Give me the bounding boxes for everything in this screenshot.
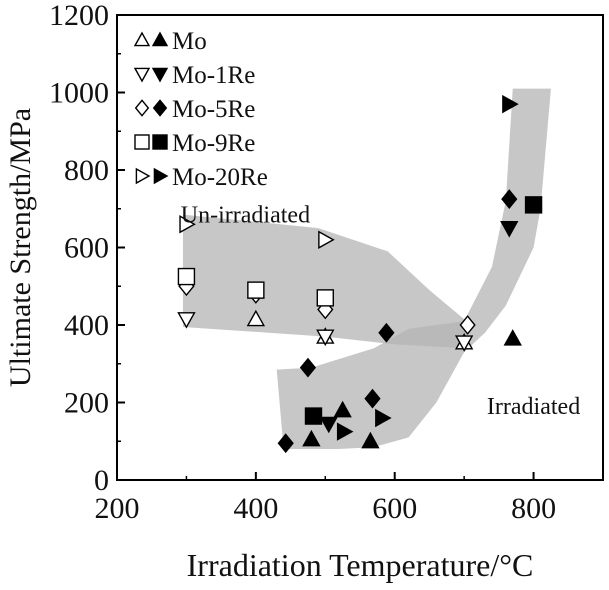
mo-9re-un-irradiated-point	[177, 267, 196, 286]
mo-5re-un-irradiated-point	[459, 315, 476, 335]
mo-20re-irradiated-point	[336, 422, 354, 441]
x-tick-label: 600	[372, 492, 417, 525]
legend-mo-1re-label: Mo-1Re	[172, 62, 255, 89]
legend-mo-label: Mo	[172, 28, 207, 55]
legend: Mo Mo-1Re Mo-5Re Mo-9Re Mo-20Re	[133, 28, 268, 191]
legend-mo-20re-filled-marker	[153, 167, 169, 185]
x-axis-label: Irradiation Temperature/°C	[187, 547, 534, 583]
mo-un-irradiated-point	[246, 309, 266, 327]
axis-ticks	[116, 14, 535, 481]
mo-1re-un-irradiated-point	[454, 335, 474, 352]
mo-20re-un-irradiated-point	[318, 230, 335, 249]
y-tick-label: 800	[64, 154, 109, 187]
mo-1re-irradiated-point	[500, 221, 519, 238]
mo-20re-irradiated-point	[502, 94, 519, 114]
legend-mo-1re-filled-marker	[151, 67, 169, 83]
legend-mo-20re-open-marker	[135, 167, 151, 185]
mo-9re-irradiated-point	[524, 196, 543, 214]
y-tick-label: 0	[94, 464, 109, 497]
mo-9re-un-irradiated-point	[316, 289, 334, 307]
y-tick-label: 1000	[49, 77, 109, 110]
y-tick-label: 1200	[49, 0, 109, 32]
annotations: Un-irradiated Irradiated	[181, 202, 580, 420]
mo-9re-irradiated-point	[304, 407, 323, 425]
x-tick-label: 400	[233, 492, 278, 525]
mo-5re-irradiated-point	[378, 322, 395, 343]
mo-5re-irradiated-point	[501, 189, 518, 209]
y-tick-label: 200	[64, 387, 109, 420]
annotation-un-irradiated: Un-irradiated	[181, 202, 310, 228]
mo-5re-irradiated-point	[277, 433, 294, 454]
y-tick-label: 600	[64, 232, 109, 265]
y-axis-label: Ultimate Strength/MPa	[4, 108, 37, 387]
legend-mo-5re-open-marker	[134, 99, 150, 117]
irradiated-region	[276, 88, 551, 449]
legend-mo-9re-filled-marker	[152, 134, 168, 150]
x-tick-label: 800	[511, 492, 556, 525]
x-tick-label: 200	[95, 492, 140, 525]
y-tick-label: 400	[64, 309, 109, 342]
mo-1re-irradiated-point	[319, 416, 338, 434]
annotation-irradiated: Irradiated	[487, 394, 580, 420]
mo-irradiated-point	[503, 329, 522, 346]
legend-mo-open-marker	[133, 31, 151, 47]
legend-mo-20re-label: Mo-20Re	[172, 164, 268, 191]
mo-20re-irradiated-point	[375, 408, 392, 428]
legend-mo-5re-filled-marker	[152, 99, 168, 117]
mo-irradiated-point	[333, 400, 352, 418]
mo-5re-irradiated-point	[364, 388, 381, 409]
legend-mo-9re-open-marker	[134, 134, 150, 150]
mo-5re-irradiated-point	[299, 357, 317, 378]
legend-mo-5re-label: Mo-5Re	[172, 96, 255, 123]
mo-9re-un-irradiated-point	[247, 281, 265, 299]
legend-mo-filled-marker	[151, 31, 169, 47]
mo-1re-un-irradiated-point	[316, 329, 335, 347]
mo-irradiated-point	[302, 429, 321, 447]
data-points	[177, 94, 543, 454]
mo-1re-un-irradiated-point	[177, 312, 196, 329]
mo-20re-un-irradiated-point	[179, 215, 196, 234]
mo-irradiated-point	[361, 431, 380, 449]
legend-mo-9re-label: Mo-9Re	[172, 130, 255, 157]
legend-mo-1re-open-marker	[133, 67, 151, 83]
